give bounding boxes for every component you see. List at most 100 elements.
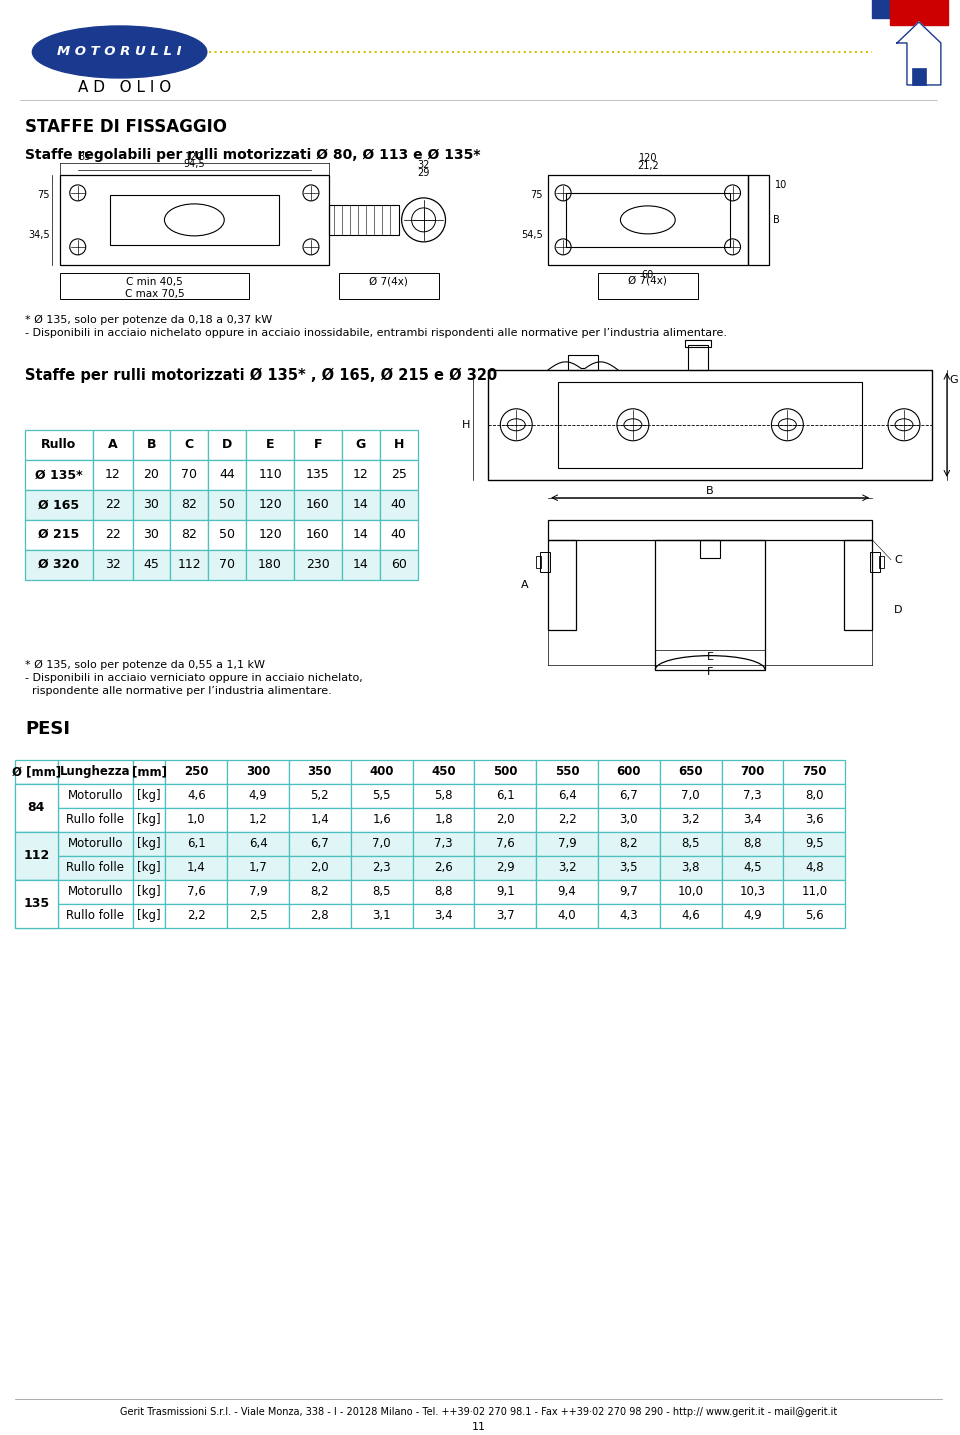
Text: 20: 20	[144, 468, 159, 481]
Bar	[783, 808, 845, 831]
Bar	[558, 382, 862, 468]
Text: H: H	[462, 420, 470, 429]
Bar	[598, 855, 660, 880]
Bar	[25, 519, 93, 550]
Bar	[289, 808, 350, 831]
Text: [kg]: [kg]	[137, 861, 161, 874]
Text: 40: 40	[391, 498, 407, 511]
Text: 14: 14	[353, 528, 369, 541]
Text: 400: 400	[370, 765, 394, 778]
Text: 4,9: 4,9	[743, 908, 762, 923]
Text: 160: 160	[306, 528, 330, 541]
Text: 700: 700	[740, 765, 765, 778]
Bar	[132, 489, 171, 519]
Text: F: F	[707, 667, 713, 677]
Text: 135: 135	[306, 468, 330, 481]
Text: 60: 60	[641, 270, 654, 280]
Bar	[25, 429, 93, 459]
Bar	[132, 550, 171, 580]
Text: Staffe regolabili per rulli motorizzati Ø 80, Ø 113 e Ø 135*: Staffe regolabili per rulli motorizzati …	[25, 148, 480, 162]
Bar	[208, 429, 246, 459]
Bar	[342, 550, 380, 580]
Text: 600: 600	[616, 765, 641, 778]
Text: 6,7: 6,7	[310, 837, 329, 850]
Text: C min 40,5: C min 40,5	[126, 277, 182, 287]
Bar	[350, 904, 413, 927]
Text: G: G	[355, 438, 366, 451]
Text: 3,8: 3,8	[682, 861, 700, 874]
Text: 1,2: 1,2	[249, 814, 268, 827]
Text: 25: 25	[391, 468, 407, 481]
Bar	[568, 354, 598, 370]
Bar	[722, 904, 783, 927]
Bar	[660, 759, 722, 784]
Bar	[171, 489, 208, 519]
Text: 5,6: 5,6	[805, 908, 824, 923]
Bar	[165, 904, 228, 927]
Bar	[722, 808, 783, 831]
Text: 3,7: 3,7	[496, 908, 515, 923]
Text: 3,5: 3,5	[619, 861, 638, 874]
Text: 300: 300	[246, 765, 271, 778]
Bar	[342, 459, 380, 489]
Bar	[413, 759, 474, 784]
Bar	[537, 759, 598, 784]
Text: 44: 44	[220, 468, 235, 481]
Text: 7,9: 7,9	[249, 885, 268, 898]
Bar	[537, 880, 598, 904]
Bar	[700, 540, 720, 558]
Text: 75: 75	[37, 189, 50, 199]
Text: 84: 84	[28, 801, 45, 814]
Text: 6,7: 6,7	[619, 789, 638, 802]
Bar	[15, 855, 58, 880]
Bar	[132, 831, 165, 855]
Bar	[228, 880, 289, 904]
Bar	[93, 519, 132, 550]
Bar	[15, 759, 58, 784]
Text: PESI: PESI	[25, 719, 70, 738]
Bar	[58, 831, 132, 855]
Text: 2,0: 2,0	[496, 814, 515, 827]
Text: Motorullo: Motorullo	[67, 885, 123, 898]
Bar	[342, 489, 380, 519]
Text: 4,6: 4,6	[682, 908, 700, 923]
Text: 3,6: 3,6	[805, 814, 824, 827]
Text: B: B	[707, 485, 714, 495]
Bar	[783, 831, 845, 855]
Bar	[722, 855, 783, 880]
Text: 2,3: 2,3	[372, 861, 391, 874]
Text: C: C	[185, 438, 194, 451]
Bar	[15, 784, 58, 808]
Bar	[566, 192, 730, 247]
Text: 4,8: 4,8	[805, 861, 824, 874]
Bar	[246, 489, 294, 519]
Bar	[413, 784, 474, 808]
Bar	[413, 808, 474, 831]
Bar	[783, 855, 845, 880]
Text: D: D	[222, 438, 232, 451]
Bar	[228, 831, 289, 855]
Text: 250: 250	[184, 765, 208, 778]
Bar	[171, 429, 208, 459]
Bar	[783, 904, 845, 927]
Bar	[15, 880, 58, 927]
Bar	[60, 273, 250, 298]
Bar	[58, 784, 132, 808]
Bar	[350, 759, 413, 784]
Bar	[537, 855, 598, 880]
Text: 60: 60	[391, 558, 407, 571]
Text: 22: 22	[105, 498, 121, 511]
Bar	[165, 784, 228, 808]
Text: 50: 50	[219, 498, 235, 511]
Text: 7,3: 7,3	[743, 789, 762, 802]
Bar	[228, 759, 289, 784]
Bar	[548, 175, 748, 265]
Bar	[132, 880, 165, 904]
Text: 1,7: 1,7	[249, 861, 268, 874]
Bar	[660, 904, 722, 927]
Bar	[748, 175, 769, 265]
Text: G: G	[949, 375, 958, 385]
Bar	[350, 880, 413, 904]
Text: 22: 22	[105, 528, 121, 541]
Bar	[132, 459, 171, 489]
